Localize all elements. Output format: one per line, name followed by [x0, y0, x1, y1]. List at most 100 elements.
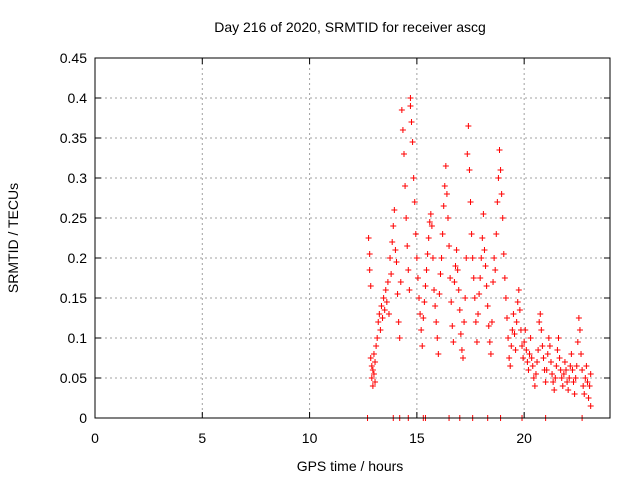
data-point: [545, 335, 552, 341]
data-point: [380, 295, 387, 301]
data-point: [499, 215, 506, 221]
data-point: [527, 335, 534, 341]
data-point: [586, 383, 593, 389]
data-point: [530, 375, 537, 381]
data-point: [531, 383, 538, 389]
data-point: [520, 355, 527, 361]
data-point: [524, 359, 531, 365]
data-point: [370, 371, 377, 377]
data-point: [504, 315, 510, 321]
data-point: [569, 367, 576, 373]
data-point: [422, 283, 429, 289]
data-point: [384, 279, 391, 285]
data-point: [418, 327, 425, 333]
data-point: [587, 371, 594, 377]
data-point: [408, 119, 415, 125]
gridlines: [95, 58, 610, 418]
x-tick-label: 10: [302, 430, 318, 446]
data-point: [365, 235, 372, 241]
data-point: [393, 259, 400, 265]
data-point: [387, 255, 394, 261]
data-point: [463, 255, 470, 261]
data-point: [471, 295, 478, 301]
data-point: [497, 167, 504, 173]
data-point: [480, 211, 487, 217]
data-point: [572, 375, 579, 381]
data-point: [377, 327, 384, 333]
data-point: [557, 367, 564, 373]
data-point: [449, 323, 456, 329]
data-point: [525, 367, 532, 373]
data-point: [420, 315, 427, 321]
data-point: [368, 375, 375, 381]
data-point: [564, 379, 571, 385]
data-point: [428, 223, 435, 229]
data-point: [468, 231, 475, 237]
data-point: [560, 371, 567, 377]
data-point: [401, 151, 407, 157]
data-point: [567, 363, 574, 369]
data-point: [476, 291, 483, 297]
data-point: [467, 199, 474, 205]
data-point: [464, 151, 471, 157]
data-point: [447, 275, 454, 281]
data-point: [469, 255, 476, 261]
x-tick-label: 20: [516, 430, 532, 446]
data-point: [381, 307, 388, 313]
data-point: [395, 319, 402, 325]
data-point: [379, 315, 386, 321]
data-point: [561, 359, 568, 365]
data-point: [507, 363, 514, 369]
data-point: [426, 219, 433, 225]
data-point: [546, 343, 553, 349]
data-point: [566, 375, 573, 381]
data-point: [500, 251, 507, 257]
data-point: [575, 315, 582, 321]
data-point: [374, 335, 381, 341]
data-point: [478, 255, 485, 261]
data-point: [482, 263, 489, 269]
data-point: [443, 191, 450, 197]
data-point: [486, 339, 493, 345]
data-point: [382, 287, 389, 293]
data-point: [536, 319, 543, 325]
data-point: [578, 351, 585, 357]
data-point: [419, 343, 426, 349]
y-tick-label: 0.2: [68, 250, 88, 266]
data-point: [523, 347, 530, 353]
data-point: [584, 379, 591, 385]
data-point: [542, 379, 549, 385]
data-point: [423, 267, 430, 273]
data-point: [522, 327, 529, 333]
data-point: [514, 299, 521, 305]
data-point: [439, 231, 446, 237]
y-tick-label: 0.1: [68, 330, 88, 346]
data-point: [402, 183, 409, 189]
y-tick-label: 0.4: [68, 90, 88, 106]
data-point: [532, 371, 539, 377]
data-point: [434, 335, 441, 341]
data-point: [372, 359, 379, 365]
plot-frame: [94, 57, 611, 419]
data-point: [512, 347, 519, 353]
data-point: [376, 311, 383, 317]
data-point: [538, 327, 545, 333]
data-point: [414, 275, 421, 281]
data-point: [461, 319, 468, 325]
data-point: [394, 291, 401, 297]
data-point: [574, 339, 581, 345]
data-point: [475, 311, 482, 317]
data-point: [385, 311, 392, 317]
data-point: [558, 375, 565, 381]
data-point: [515, 287, 522, 293]
y-tick-label: 0.35: [60, 130, 87, 146]
data-point: [397, 279, 404, 285]
data-point: [581, 391, 588, 397]
data-point: [424, 251, 431, 257]
data-point: [495, 175, 502, 181]
data-point: [563, 367, 570, 373]
data-point: [462, 295, 469, 301]
data-point: [435, 351, 442, 357]
data-point: [437, 271, 444, 277]
data-point: [442, 163, 449, 169]
